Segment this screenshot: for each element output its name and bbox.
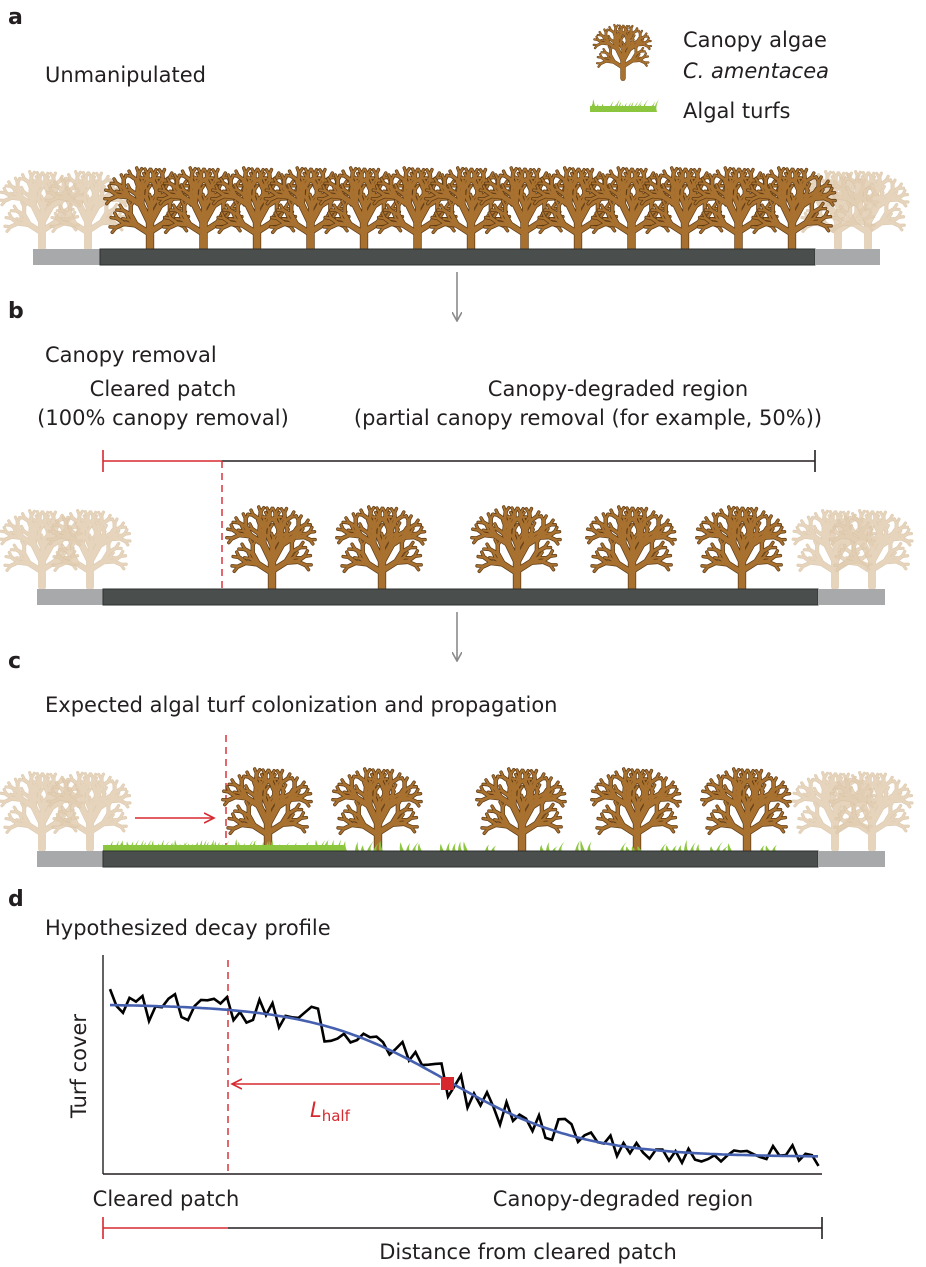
canopy-alga <box>697 507 785 589</box>
half-point-marker <box>441 1077 454 1090</box>
canopy-alga <box>227 507 315 589</box>
canopy-alga <box>640 168 728 250</box>
panel-c-canopy <box>0 769 912 851</box>
d-cleared-patch-label: Cleared patch <box>93 1187 240 1211</box>
substrate-main <box>99 248 816 266</box>
x-axis-label: Distance from cleared patch <box>379 1240 677 1264</box>
canopy-alga <box>212 168 300 250</box>
substrate-right <box>815 249 880 265</box>
canopy-alga <box>426 168 514 250</box>
legend-canopy-label: Canopy algae <box>683 28 827 52</box>
substrate-left <box>37 589 103 605</box>
faded-canopy-alga <box>48 773 130 849</box>
canopy-alga <box>479 168 567 250</box>
canopy-alga <box>472 507 560 589</box>
panel-c-title: Expected algal turf colonization and pro… <box>45 693 557 717</box>
canopy-alga <box>587 507 675 589</box>
fitted-decay-curve <box>110 1003 818 1158</box>
panel-d-axes <box>102 955 822 1175</box>
panel-b-extent-bars <box>102 450 816 472</box>
legend-canopy-species: C. amentacea <box>683 59 829 83</box>
panel-c-letter: c <box>8 649 21 674</box>
degraded-region-sub: (partial canopy removal (for example, 50… <box>354 406 822 430</box>
panel-a-letter: a <box>8 5 23 30</box>
canopy-alga <box>319 168 407 250</box>
canopy-alga <box>586 168 674 250</box>
degraded-region-label: Canopy-degraded region <box>488 377 748 401</box>
faded-canopy-alga <box>0 773 82 849</box>
panel-b-substrate <box>37 588 885 606</box>
panel-b-letter: b <box>8 299 24 324</box>
panel-d-extent-bars <box>102 1217 823 1239</box>
d-degraded-region-label: Canopy-degraded region <box>493 1187 753 1211</box>
substrate-left <box>37 851 103 867</box>
canopy-alga <box>105 168 193 250</box>
panel-d-letter: d <box>8 887 24 912</box>
substrate-main <box>102 588 819 606</box>
canopy-alga <box>265 168 353 250</box>
panel-b-canopy <box>0 507 912 589</box>
legend-turf-label: Algal turfs <box>683 99 790 123</box>
substrate-left <box>33 249 100 265</box>
y-axis-label: Turf cover <box>67 1014 91 1119</box>
canopy-alga <box>333 769 421 851</box>
panel-b-title: Canopy removal <box>45 343 217 367</box>
cleared-patch-sub: (100% canopy removal) <box>37 406 289 430</box>
panel-c-substrate <box>37 850 885 868</box>
legend-canopy-icon <box>594 25 651 78</box>
canopy-alga <box>533 168 621 250</box>
panel-a-canopy <box>0 168 908 250</box>
faded-canopy-alga <box>0 511 82 587</box>
canopy-alga <box>702 769 790 851</box>
canopy-alga <box>372 168 460 250</box>
cleared-patch-label: Cleared patch <box>90 377 237 401</box>
panel-a-substrate <box>33 248 880 266</box>
panel-d-title: Hypothesized decay profile <box>45 916 331 940</box>
legend-turf-icon <box>590 99 659 112</box>
canopy-alga <box>693 168 781 250</box>
panel-a-title: Unmanipulated <box>45 63 206 87</box>
canopy-alga <box>592 769 680 851</box>
substrate-right <box>818 589 885 605</box>
panel-c-turf <box>103 839 777 851</box>
observed-profile-line <box>108 988 820 1167</box>
lhalf-label: Lhalf <box>310 1098 351 1125</box>
canopy-alga <box>223 769 311 851</box>
canopy-alga <box>158 168 246 250</box>
canopy-alga <box>337 507 425 589</box>
substrate-right <box>818 851 885 867</box>
canopy-alga <box>477 769 565 851</box>
substrate-main <box>102 850 819 868</box>
faded-canopy-alga <box>48 511 130 587</box>
